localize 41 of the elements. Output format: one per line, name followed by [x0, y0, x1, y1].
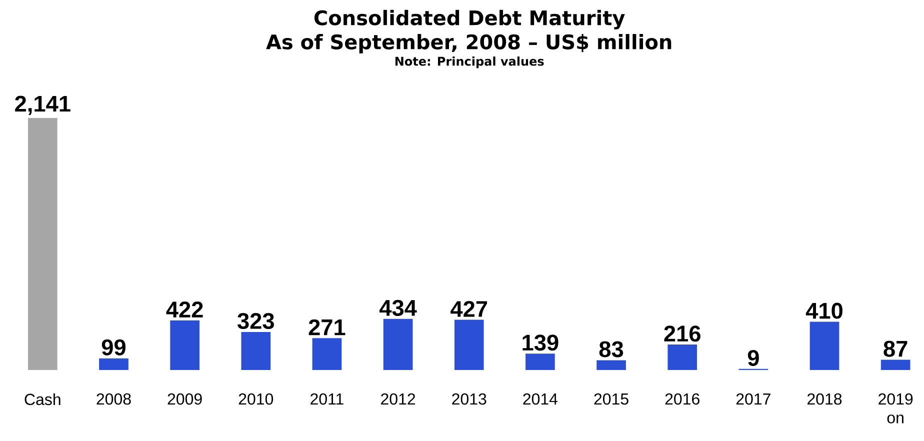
- data-label: 422: [166, 302, 203, 318]
- data-label: 2,141: [15, 96, 70, 116]
- x-tick-label: 2014: [523, 393, 558, 405]
- x-tick-label: 2010: [238, 393, 274, 405]
- text: Note: Principal values: [395, 56, 544, 68]
- data-label: 410: [806, 302, 842, 319]
- x-tick-label: 2019 on: [878, 393, 913, 424]
- x-tick-label: Cash: [24, 393, 60, 406]
- x-tick-label: 2015: [594, 393, 628, 405]
- bar: [383, 318, 413, 370]
- bar: [28, 118, 58, 370]
- data-label: 9: [748, 350, 759, 366]
- x-tick-label: 2009: [168, 393, 202, 405]
- data-label: 427: [450, 300, 488, 317]
- data-label: 434: [379, 300, 417, 316]
- x-tick-label: 2012: [381, 393, 416, 405]
- x-tick-label: 2013: [452, 393, 486, 405]
- bar: [810, 322, 840, 370]
- bar: [596, 360, 626, 370]
- bar: [880, 360, 910, 370]
- chart-subtitle: As of September, 2008 – US$ million: [266, 34, 672, 54]
- x-tick-label: 2017: [736, 393, 770, 405]
- bar: [170, 320, 200, 370]
- chart-title: Consolidated Debt Maturity: [314, 10, 625, 30]
- bar: [99, 358, 128, 370]
- bar: [454, 320, 484, 370]
- data-label: 87: [884, 340, 908, 357]
- bar: [668, 344, 698, 370]
- bar: [312, 338, 342, 370]
- data-label: 99: [102, 339, 126, 356]
- data-label: 216: [664, 326, 700, 342]
- data-label: 323: [238, 312, 274, 330]
- x-tick-label: 2018: [807, 393, 842, 405]
- data-label: 271: [308, 319, 346, 336]
- data-label: 139: [522, 334, 558, 351]
- bar: [526, 354, 555, 370]
- x-tick-label: 2008: [96, 393, 131, 405]
- x-tick-label: 2011: [310, 393, 344, 405]
- x-tick-label: 2016: [665, 393, 700, 405]
- bar: [241, 332, 271, 370]
- data-label: 83: [599, 341, 624, 358]
